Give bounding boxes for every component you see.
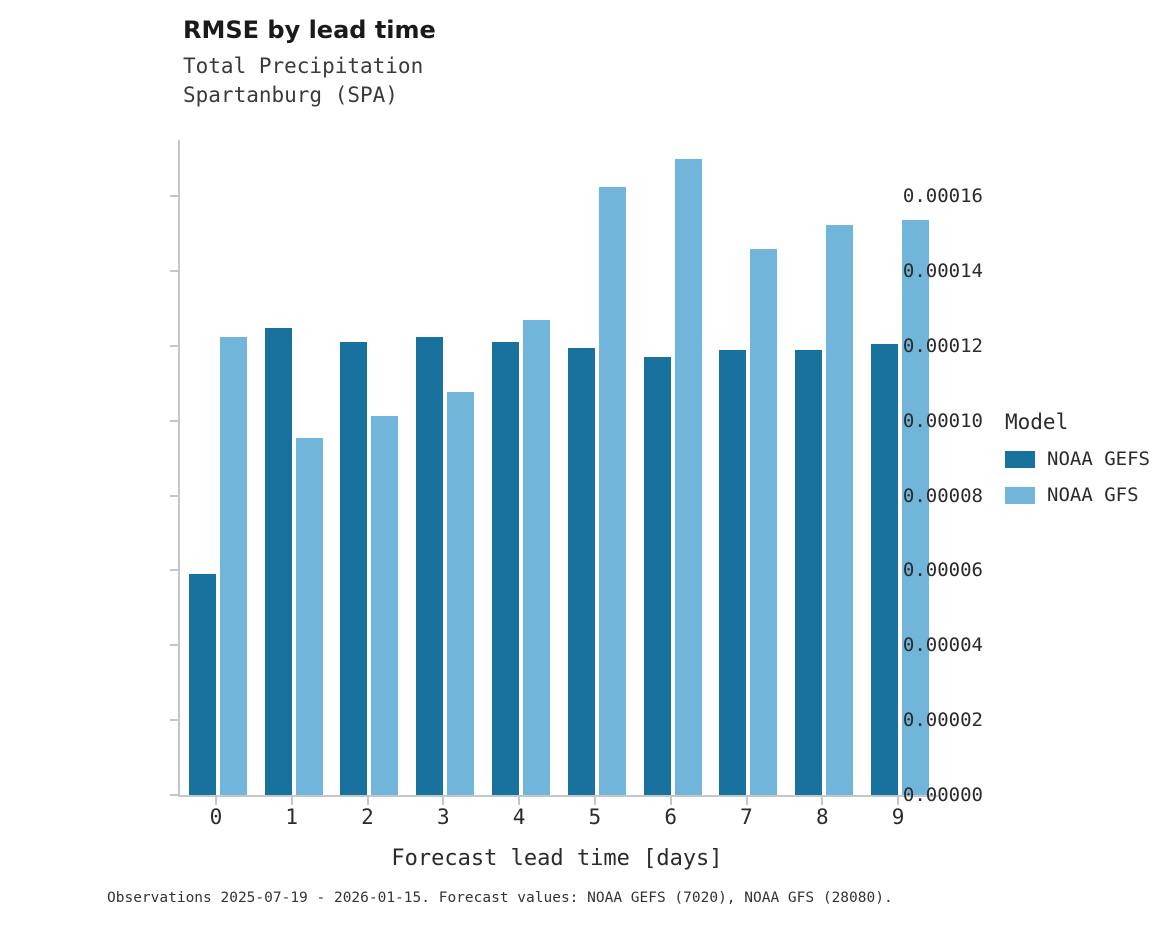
x-tick-label-5: 5	[588, 805, 602, 829]
bar-noaa-gfs-day-6	[674, 159, 702, 795]
x-tick-label-6: 6	[664, 805, 677, 829]
subtitle-line-1: Total Precipitation	[183, 54, 424, 78]
y-tick-label-0.00004: 0.00004	[902, 634, 983, 657]
y-tick-mark	[170, 569, 178, 572]
y-tick-mark	[170, 344, 178, 347]
y-tick-mark	[170, 195, 178, 198]
x-tick-label-3: 3	[436, 805, 450, 829]
x-tick-mark	[897, 797, 900, 805]
y-tick-label-0.00000: 0.00000	[902, 784, 983, 806]
x-axis-tick-labels: 0 1 2 3 4 5 6 7 8 9	[178, 805, 936, 829]
legend-title: Model	[1005, 410, 1069, 434]
chart-subtitle: Total Precipitation Spartanburg (SPA)	[183, 52, 423, 110]
legend-item-noaa-gfs: NOAA GFS	[1005, 484, 1150, 506]
x-tick-mark	[290, 797, 293, 805]
legend-swatch	[1005, 450, 1035, 468]
legend-swatch	[1005, 486, 1035, 504]
x-tick-label-1: 1	[285, 805, 299, 829]
legend: Model NOAA GEFS NOAA GFS	[1005, 410, 1150, 520]
x-tick-label-8: 8	[815, 805, 829, 829]
x-tick-mark	[821, 797, 824, 805]
bars-container	[180, 140, 938, 795]
y-tick-label-0.00012: 0.00012	[902, 334, 983, 357]
y-tick-label-0.00002: 0.00002	[902, 709, 983, 732]
x-tick-label-2: 2	[361, 805, 374, 829]
bar-noaa-gefs-day-7	[719, 350, 747, 795]
bar-noaa-gfs-day-4	[523, 319, 551, 795]
y-tick-mark	[170, 494, 178, 497]
x-tick-mark	[366, 797, 369, 805]
x-tick-label-0: 0	[209, 805, 223, 829]
y-tick-mark	[170, 644, 178, 647]
y-tick-mark	[170, 419, 178, 422]
y-tick-label-0.00010: 0.00010	[902, 409, 983, 432]
y-tick-label-0.00006: 0.00006	[902, 559, 983, 582]
y-tick-mark	[170, 794, 178, 796]
y-tick-label-0.00014: 0.00014	[902, 260, 983, 282]
bar-group-1	[256, 140, 332, 795]
bar-noaa-gfs-day-1	[295, 437, 323, 795]
plot-area: RMSE [mm/s]	[178, 140, 938, 797]
bar-noaa-gfs-day-7	[750, 249, 778, 795]
bar-noaa-gefs-day-5	[567, 348, 595, 795]
bar-group-0	[180, 140, 256, 795]
bar-group-4	[483, 140, 559, 795]
subtitle-line-2: Spartanburg (SPA)	[183, 83, 398, 107]
bar-noaa-gefs-day-8	[795, 350, 823, 795]
bar-noaa-gfs-day-9	[902, 220, 930, 795]
legend-label: NOAA GEFS	[1047, 448, 1150, 470]
x-axis-label: Forecast lead time [days]	[391, 846, 723, 871]
x-tick-mark	[214, 797, 217, 805]
bar-group-7	[711, 140, 787, 795]
chart-title: RMSE by lead time	[183, 16, 436, 44]
bar-noaa-gefs-day-0	[188, 574, 216, 795]
bar-group-8	[786, 140, 862, 795]
legend-label: NOAA GFS	[1047, 484, 1139, 506]
bar-group-3	[407, 140, 483, 795]
footnote-caption: Observations 2025-07-19 - 2026-01-15. Fo…	[107, 890, 893, 906]
bar-noaa-gefs-day-9	[871, 344, 899, 795]
x-tick-mark	[669, 797, 672, 805]
bar-noaa-gefs-day-4	[492, 342, 520, 795]
bar-noaa-gefs-day-6	[643, 357, 671, 795]
x-tick-mark	[518, 797, 521, 805]
y-tick-label-0.00008: 0.00008	[902, 484, 983, 507]
legend-item-noaa-gefs: NOAA GEFS	[1005, 448, 1150, 470]
y-tick-label-0.00016: 0.00016	[902, 185, 983, 208]
bar-group-2	[332, 140, 408, 795]
bar-noaa-gefs-day-1	[264, 327, 292, 795]
bar-noaa-gfs-day-2	[371, 415, 399, 795]
bar-group-6	[635, 140, 711, 795]
bar-noaa-gefs-day-3	[416, 337, 444, 795]
x-tick-label-9: 9	[891, 805, 905, 829]
bar-noaa-gefs-day-2	[340, 342, 368, 795]
bar-group-5	[559, 140, 635, 795]
bar-noaa-gfs-day-3	[447, 391, 475, 795]
y-tick-mark	[170, 270, 178, 272]
x-tick-label-7: 7	[740, 805, 753, 829]
x-tick-label-4: 4	[512, 805, 526, 829]
x-tick-mark	[745, 797, 748, 805]
bar-noaa-gfs-day-8	[826, 224, 854, 795]
bar-noaa-gfs-day-0	[219, 336, 247, 795]
x-tick-mark	[593, 797, 596, 805]
bar-group-9	[862, 140, 938, 795]
y-tick-mark	[170, 719, 178, 722]
x-tick-mark	[442, 797, 445, 805]
bar-noaa-gfs-day-5	[598, 186, 626, 795]
